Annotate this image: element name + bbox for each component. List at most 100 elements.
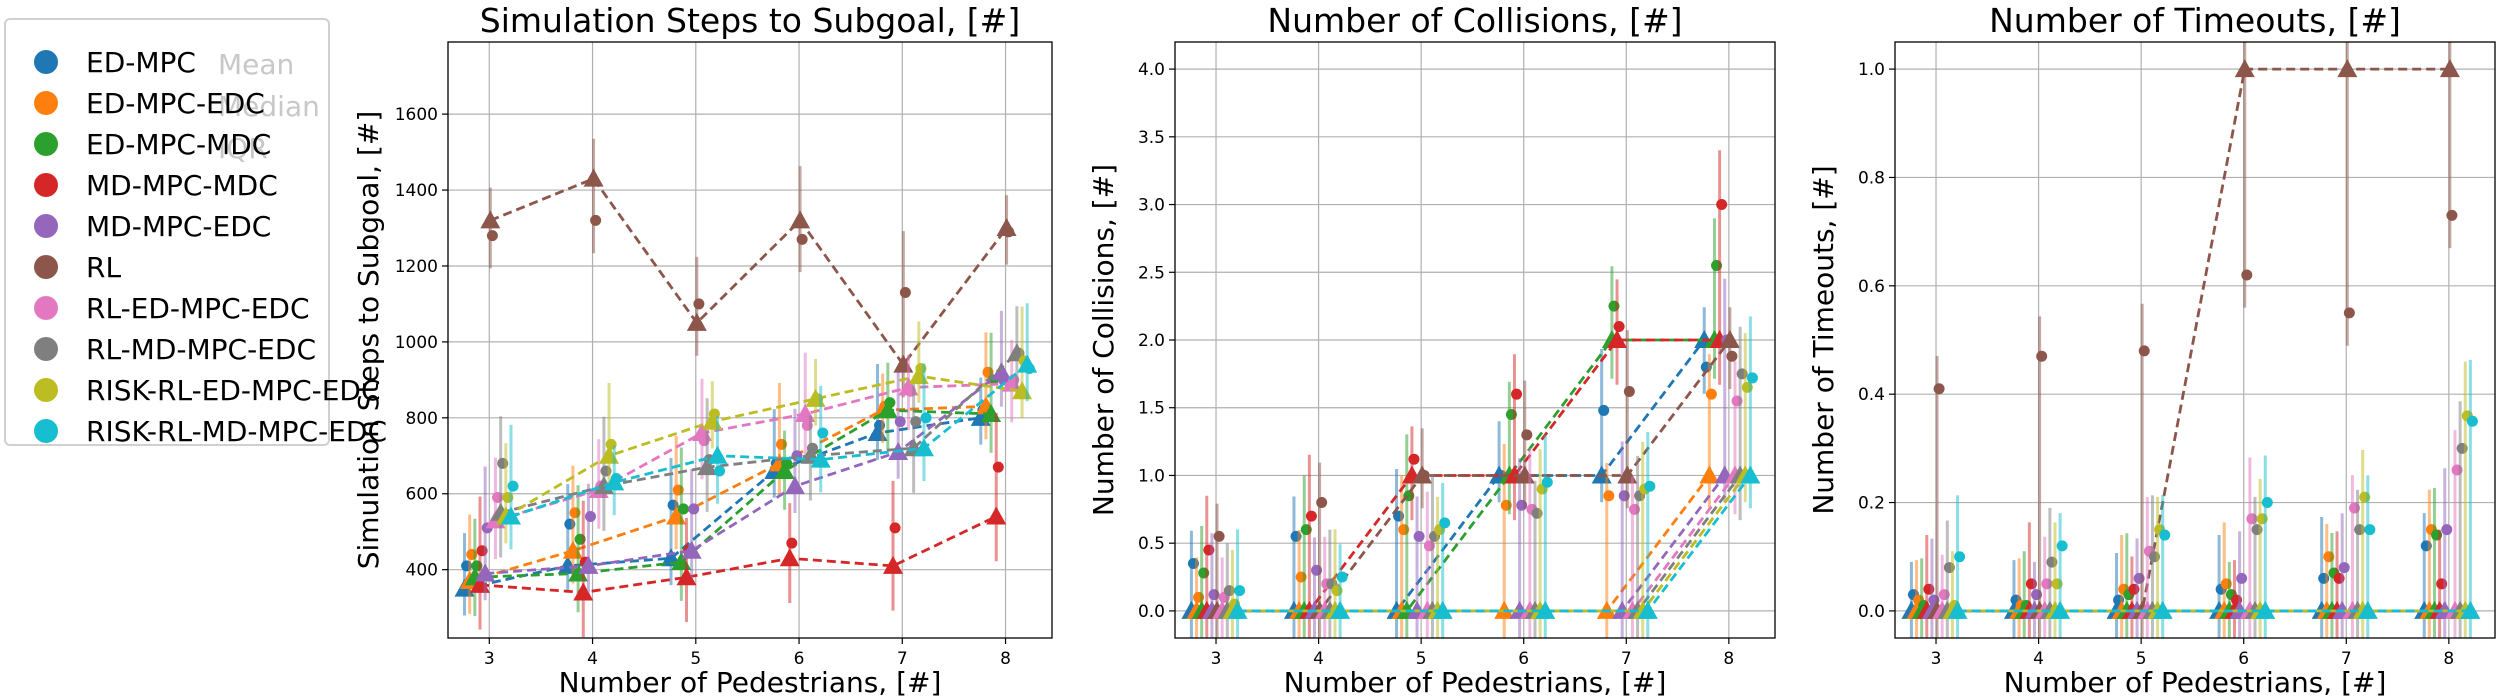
mean-marker	[1746, 372, 1758, 384]
x-tick-label: 6	[794, 649, 805, 669]
x-tick-label: 4	[2033, 649, 2044, 669]
y-tick-label: 3.0	[1138, 196, 1165, 216]
mean-marker	[1003, 226, 1015, 238]
plot-area	[448, 42, 1052, 638]
legend-item: ED-MPC	[34, 42, 196, 82]
series-risk-rl-md-mpc-edc	[1947, 359, 2481, 638]
mean-marker	[2338, 562, 2350, 574]
x-tick-label: 3	[1211, 649, 1222, 669]
y-tick-label: 3.5	[1138, 128, 1165, 148]
x-tick-label: 7	[1621, 649, 1632, 669]
median-line	[1232, 474, 1747, 613]
x-tick-label: 3	[1931, 649, 1942, 669]
mean-marker	[1336, 571, 1348, 583]
median-marker	[2255, 600, 2276, 619]
series-risk-rl-md-mpc-edc	[500, 303, 1038, 550]
median-marker	[500, 506, 521, 525]
median-marker	[2460, 600, 2481, 619]
mean-marker	[677, 503, 689, 515]
median-marker	[882, 555, 903, 574]
legend: Mean Median IQR ED-MPC ED-MPC-EDC ED-MPC…	[4, 18, 387, 448]
legend-item: RISK-RL-ED-MPC-EDC	[34, 370, 381, 410]
median-marker	[573, 582, 594, 601]
median-marker	[1699, 465, 1720, 484]
y-tick-label: 0.4	[1858, 385, 1885, 405]
mean-marker	[1541, 476, 1553, 488]
x-tick-label: 7	[2341, 649, 2352, 669]
median-marker	[686, 312, 707, 331]
mean-marker	[806, 442, 818, 454]
mean-marker	[1213, 530, 1225, 542]
y-tick-label: 0.8	[1858, 168, 1885, 188]
mean-marker	[899, 287, 911, 299]
mean-marker	[2056, 540, 2068, 552]
median-marker	[681, 540, 702, 559]
mean-marker	[610, 473, 622, 485]
subplot-3: 3 4 5 6 7 8 0.0 0.2 0.4 0.6 0.8 1.0 Number of Timeou…	[1807, 1, 2496, 699]
mean-marker	[693, 298, 705, 310]
legend-label: MD-MPC-EDC	[86, 209, 272, 243]
legend-label: ED-MPC	[86, 45, 196, 79]
mean-marker	[1305, 510, 1317, 522]
mean-marker	[2343, 307, 2355, 319]
median-marker	[676, 567, 697, 586]
legend-label: ED-MPC-EDC	[86, 86, 265, 120]
median-line	[489, 176, 1008, 368]
mean-marker	[1954, 551, 1966, 563]
median-marker	[779, 548, 800, 567]
median-marker	[1330, 600, 1351, 619]
median-marker	[1535, 600, 1556, 619]
legend-label: MD-MPC-MDC	[86, 168, 278, 202]
median-marker	[913, 438, 934, 457]
median-line	[464, 416, 982, 590]
mean-marker	[486, 230, 498, 242]
legend-swatch	[34, 419, 58, 443]
y-tick-label: 0.6	[1858, 277, 1885, 297]
median-marker	[774, 460, 795, 479]
mean-marker	[1413, 530, 1425, 542]
legend-item: RL-MD-MPC-EDC	[34, 329, 316, 369]
legend-label: RISK-RL-MD-MPC-EDC	[86, 414, 387, 448]
legend-swatch	[34, 50, 58, 74]
mean-marker	[2159, 529, 2171, 541]
y-tick-label: 1200	[395, 257, 438, 277]
median-marker	[1740, 465, 1761, 484]
legend-swatch	[34, 296, 58, 320]
x-tick-label: 8	[1723, 649, 1734, 669]
y-tick-label: 600	[406, 485, 438, 505]
median-marker	[578, 555, 599, 574]
legend-item: RL-ED-MPC-EDC	[34, 288, 310, 328]
x-tick-label: 4	[587, 649, 598, 669]
y-tick-label: 0.0	[1858, 602, 1885, 622]
legend-label: ED-MPC-MDC	[86, 127, 272, 161]
x-tick-label: 6	[1518, 649, 1529, 669]
median-marker	[986, 506, 1007, 525]
x-tick-label: 8	[2443, 649, 2454, 669]
median-marker	[790, 210, 811, 229]
mean-marker	[2236, 572, 2248, 584]
median-marker	[475, 563, 496, 582]
legend-swatch	[34, 378, 58, 402]
median-marker	[1947, 600, 1968, 619]
x-tick-label: 6	[2238, 649, 2249, 669]
median-marker	[2337, 59, 2358, 78]
y-axis-label: Number of Collisions, [#]	[1087, 164, 1120, 516]
legend-swatch	[34, 255, 58, 279]
chart-title: Number of Collisions, [#]	[1267, 1, 1682, 40]
mean-marker	[817, 427, 829, 439]
legend-item: RISK-RL-MD-MPC-EDC	[34, 411, 387, 451]
median-marker	[810, 449, 831, 468]
x-axis-label: Number of Pedestrians, [#]	[2004, 666, 2387, 699]
mean-marker	[2466, 415, 2478, 427]
y-tick-label: 1600	[395, 105, 438, 125]
x-tick-label: 5	[1416, 649, 1427, 669]
mean-marker	[1511, 388, 1523, 400]
median-marker	[1432, 600, 1453, 619]
median-line	[1237, 474, 1752, 613]
legend-label: RL-MD-MPC-EDC	[86, 332, 316, 366]
y-tick-label: 1.0	[1138, 466, 1165, 486]
x-tick-label: 4	[1313, 649, 1324, 669]
y-tick-label: 800	[406, 409, 438, 429]
median-marker	[697, 457, 718, 476]
mean-marker	[1316, 497, 1328, 509]
